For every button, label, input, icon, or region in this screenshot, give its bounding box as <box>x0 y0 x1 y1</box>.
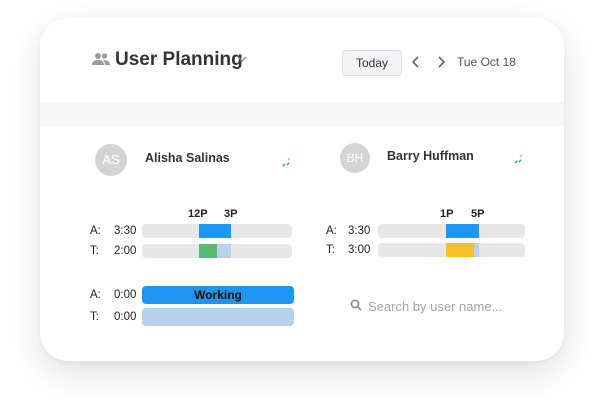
actual-label: A: <box>90 289 101 301</box>
avatar[interactable]: BH <box>340 143 370 173</box>
hour-label: 5P <box>471 208 485 220</box>
people-icon <box>92 53 110 65</box>
tracked-label: T: <box>90 245 99 257</box>
tracked-bar[interactable] <box>142 308 294 326</box>
tracked-timeline[interactable] <box>378 243 525 257</box>
hour-label: 1P <box>440 208 454 220</box>
tracked-label: T: <box>90 311 99 323</box>
loading-spinner-icon <box>514 154 523 164</box>
tracked-value: 0:00 <box>114 311 137 323</box>
tracked-segment[interactable] <box>199 244 217 258</box>
working-status-bar[interactable]: Working <box>142 286 294 304</box>
hour-label: 12P <box>188 208 208 220</box>
hour-label: 3P <box>224 208 238 220</box>
tracked-value: 2:00 <box>114 245 137 257</box>
planned-segment <box>217 244 231 258</box>
actual-label: A: <box>90 225 101 237</box>
current-date: Tue Oct 18 <box>457 55 516 69</box>
avatar[interactable]: AS <box>95 144 127 176</box>
actual-value: 3:30 <box>114 225 137 237</box>
chevron-down-icon[interactable] <box>237 55 247 63</box>
page-title[interactable]: User Planning <box>115 49 243 70</box>
actual-timeline[interactable] <box>142 224 292 238</box>
actual-value: 0:00 <box>114 289 137 301</box>
user-name[interactable]: Alisha Salinas <box>145 151 230 165</box>
chevron-left-icon[interactable] <box>411 56 421 68</box>
actual-segment[interactable] <box>199 224 231 238</box>
today-button[interactable]: Today <box>342 50 402 76</box>
chevron-right-icon[interactable] <box>436 56 446 68</box>
user-planning-card: User Planning Today Tue Oct 18 AS Alisha… <box>40 18 564 361</box>
search-icon <box>350 299 362 311</box>
tracked-segment[interactable] <box>446 243 474 257</box>
tracked-value: 3:00 <box>348 244 371 256</box>
actual-segment[interactable] <box>446 224 479 238</box>
user-name[interactable]: Barry Huffman <box>387 149 474 163</box>
tracked-timeline[interactable] <box>142 244 292 258</box>
actual-timeline[interactable] <box>378 224 525 238</box>
loading-spinner-icon <box>282 157 291 167</box>
header: User Planning Today Tue Oct 18 <box>40 18 564 102</box>
search-box[interactable] <box>350 296 550 316</box>
tracked-label: T: <box>326 244 335 256</box>
search-input[interactable] <box>368 296 548 316</box>
divider-band <box>40 102 564 126</box>
actual-value: 3:30 <box>348 225 371 237</box>
planned-segment <box>474 243 479 257</box>
actual-label: A: <box>326 225 337 237</box>
